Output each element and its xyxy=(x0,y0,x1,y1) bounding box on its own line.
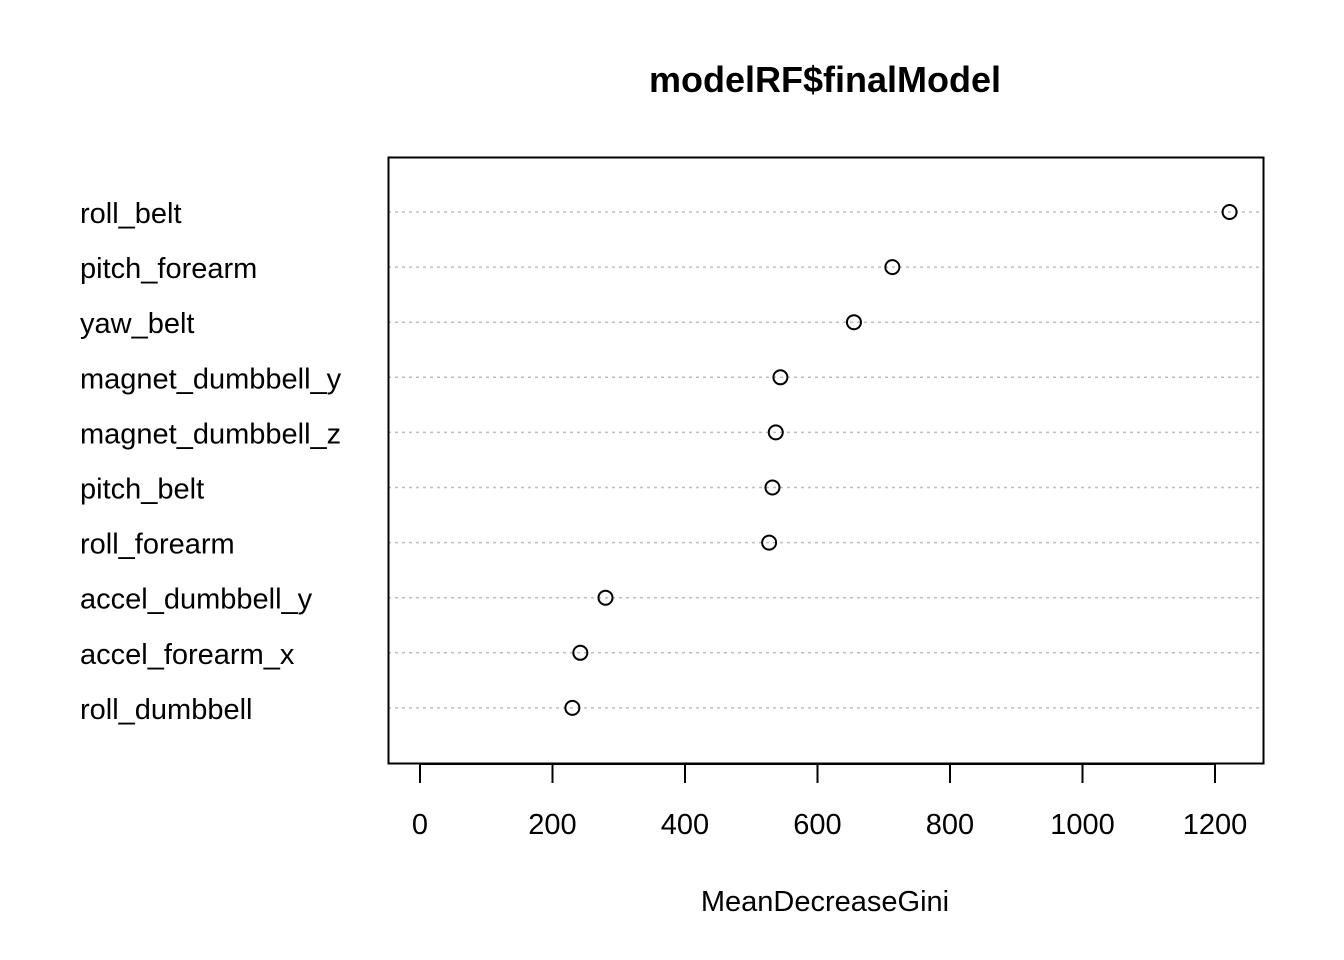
plot-frame xyxy=(387,156,1265,765)
category-label: yaw_belt xyxy=(80,308,194,340)
x-axis-label: MeanDecreaseGini xyxy=(701,886,949,918)
x-tick-label: 400 xyxy=(661,809,709,841)
data-point xyxy=(772,369,789,386)
category-label: roll_dumbbell xyxy=(80,694,253,726)
data-point xyxy=(884,259,901,276)
data-point xyxy=(1221,204,1238,220)
x-tick-label: 600 xyxy=(793,809,841,841)
category-labels: roll_belt pitch_forearm yaw_belt magnet_dum… xyxy=(80,198,342,726)
category-label: pitch_belt xyxy=(80,474,204,506)
category-label: magnet_dumbbell_y xyxy=(80,363,342,395)
category-label: roll_forearm xyxy=(80,529,235,561)
category-label: roll_belt xyxy=(80,198,182,230)
chart-title: modelRF$finalModel xyxy=(649,59,1001,100)
category-label: pitch_forearm xyxy=(80,253,257,285)
data-point xyxy=(767,424,784,441)
grid-lines xyxy=(388,211,1263,709)
data-point xyxy=(761,534,778,551)
x-axis: 0 200 400 600 800 1000 1200 xyxy=(412,763,1248,841)
data-point xyxy=(572,644,589,661)
category-label: accel_dumbbell_y xyxy=(80,584,313,616)
data-point xyxy=(764,479,781,496)
category-label: magnet_dumbbell_z xyxy=(80,418,341,450)
data-point xyxy=(564,699,581,716)
data-point xyxy=(845,314,862,331)
data-point xyxy=(597,589,614,606)
x-tick-label: 800 xyxy=(926,809,974,841)
x-tick-label: 200 xyxy=(528,809,576,841)
x-tick-label: 1200 xyxy=(1183,809,1248,841)
category-label: accel_forearm_x xyxy=(80,639,295,671)
data-points xyxy=(564,204,1238,716)
x-tick-label: 0 xyxy=(412,809,428,841)
x-tick-label: 1000 xyxy=(1050,809,1115,841)
